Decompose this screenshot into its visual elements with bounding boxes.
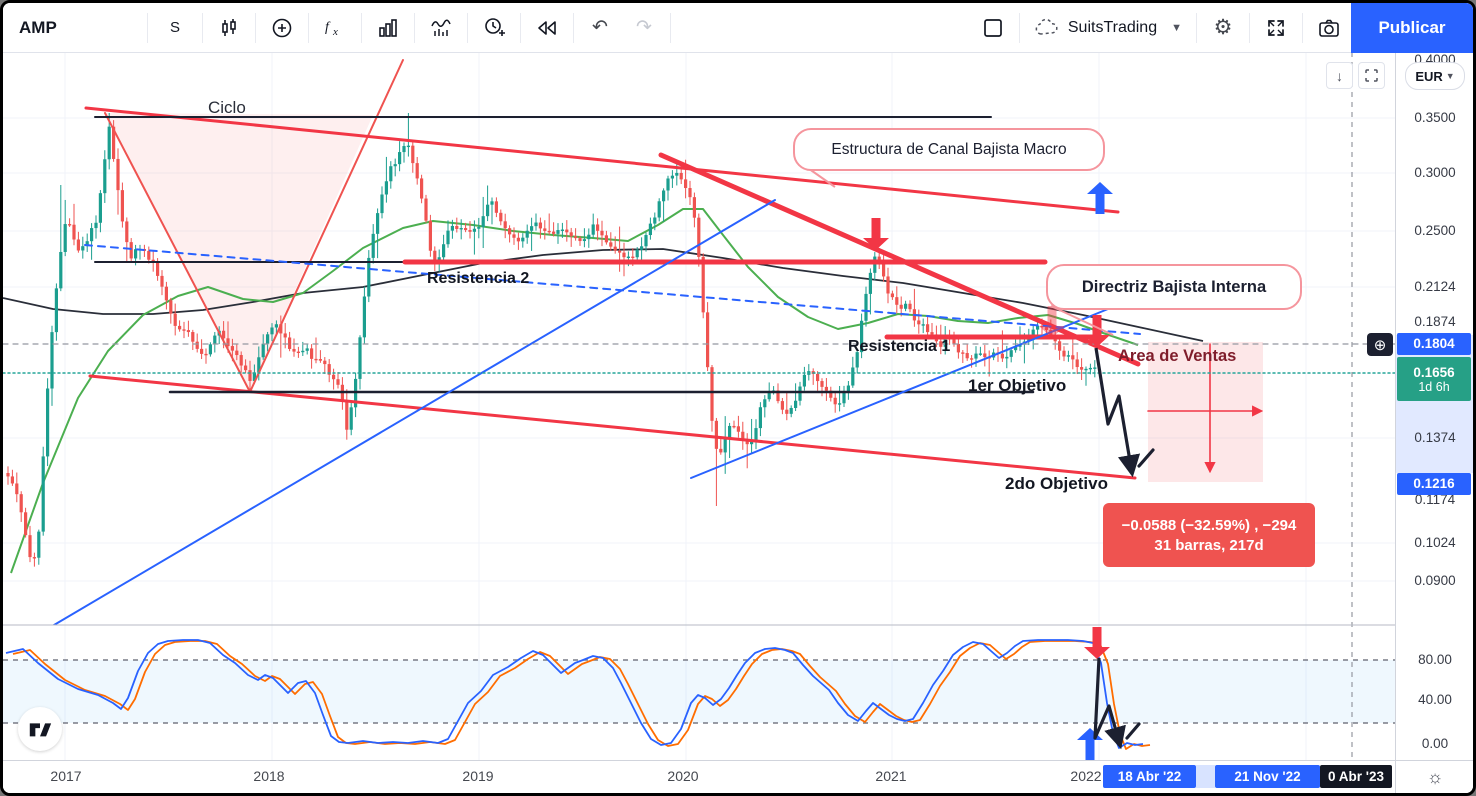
crosshair-price-label: 0.1804 <box>1397 333 1471 355</box>
label-2do-objetivo[interactable]: 2do Objetivo <box>1005 474 1108 493</box>
candlestick-style-icon[interactable] <box>207 9 251 47</box>
symbol-button[interactable]: AMP <box>19 17 57 37</box>
account-name: SuitsTrading <box>1067 18 1158 36</box>
currency-selector[interactable]: EUR ▼ <box>1405 62 1465 90</box>
sell-arrow-marker <box>1084 315 1110 347</box>
publish-button[interactable]: Publicar <box>1351 3 1473 53</box>
year-tick: 2022 <box>1070 768 1102 784</box>
indicator-tick: 0.00 <box>1421 736 1449 751</box>
sell-arrow-marker <box>863 218 889 250</box>
indicator-tick: 40.00 <box>1418 692 1452 707</box>
currency-label: EUR <box>1415 68 1443 84</box>
price-tick: 0.2500 <box>1414 223 1456 238</box>
cloud-save-icon <box>1035 18 1058 35</box>
tradingview-logo[interactable] <box>18 707 62 751</box>
callout-interna-tail <box>1050 305 1114 336</box>
price-range-highlight <box>1396 335 1473 473</box>
year-tick: 2017 <box>50 768 82 784</box>
measure-stats-line1: −0.0588 (−32.59%) , −294 <box>1121 516 1297 534</box>
main-pane <box>3 59 1395 625</box>
label-resistencia-1[interactable]: Resistencia 1 <box>848 338 951 355</box>
chevron-down-icon: ▼ <box>1445 71 1455 81</box>
pane-maximize-button[interactable] <box>1358 62 1385 89</box>
layout-icon[interactable] <box>971 9 1015 47</box>
price-tick: 0.0900 <box>1414 573 1456 588</box>
interval-button[interactable]: S <box>170 19 181 36</box>
alert-clock-icon[interactable] <box>472 9 516 47</box>
measure-stats-box[interactable]: −0.0588 (−32.59%) , −294 31 barras, 217d <box>1103 503 1315 567</box>
sell-arrow-marker <box>1084 627 1110 659</box>
theme-sun-icon[interactable]: ☼ <box>1395 760 1473 793</box>
callout-directriz-interna[interactable]: Directriz Bajista Interna <box>1046 264 1302 310</box>
add-order-plus-button[interactable]: ⊕ <box>1367 333 1393 356</box>
date-range-highlight <box>1196 765 1215 788</box>
anchor-date-label-2: 21 Nov '22 <box>1215 765 1320 788</box>
label-area-de-ventas[interactable]: Area de Ventas <box>1118 347 1237 365</box>
bar-countdown: 1d 6h <box>1418 379 1450 394</box>
svg-text:f: f <box>325 20 331 35</box>
label-resistencia-2[interactable]: Resistencia 2 <box>427 270 530 287</box>
label-ciclo[interactable]: Ciclo <box>208 98 246 117</box>
price-axis[interactable]: EUR ▼ 0.4000 0.3500 0.3000 0.2500 0.2124 0.18… <box>1395 52 1473 760</box>
sell-arrow-marker <box>1039 306 1065 338</box>
measure-stats-line2: 31 barras, 217d <box>1154 536 1264 554</box>
last-price: 0.1656 <box>1413 364 1455 380</box>
price-tick: 0.1374 <box>1414 430 1456 445</box>
cloud-account-button[interactable]: SuitsTrading ▼ <box>1024 18 1192 38</box>
year-tick: 2021 <box>875 768 907 784</box>
anchor-date-label-1: 18 Abr '22 <box>1103 765 1196 788</box>
last-price-countdown-label: 0.1656 1d 6h <box>1397 357 1471 401</box>
anchor-price-label: 0.1216 <box>1397 473 1471 495</box>
price-tick: 0.3500 <box>1414 110 1456 125</box>
fundamentals-bars-icon[interactable] <box>366 9 410 47</box>
callout-estructura-canal[interactable]: Estructura de Canal Bajista Macro <box>793 128 1105 171</box>
pane-move-down-button[interactable]: ↓ <box>1326 62 1353 89</box>
crosshair-date-label: 0 Abr '23 <box>1320 765 1392 788</box>
indicator-templates-icon[interactable] <box>419 9 463 47</box>
year-tick: 2020 <box>667 768 699 784</box>
fullscreen-icon[interactable] <box>1254 9 1298 47</box>
price-tick: 0.1874 <box>1414 314 1456 329</box>
replay-icon[interactable] <box>525 9 569 47</box>
oscillator-pane <box>3 627 1395 760</box>
time-axis[interactable]: 2017 2018 2019 2020 2021 2022 18 Abr '22 21 N… <box>3 760 1395 793</box>
chevron-down-icon: ▼ <box>1171 21 1182 34</box>
redo-icon[interactable]: ↷ <box>636 17 652 38</box>
year-tick: 2019 <box>462 768 494 784</box>
price-tick: 0.1174 <box>1414 492 1456 507</box>
label-1er-objetivo[interactable]: 1er Objetivo <box>968 376 1067 395</box>
buy-arrow-marker <box>1087 182 1113 214</box>
svg-text:x: x <box>332 26 338 38</box>
settings-gear-icon[interactable]: ⚙ <box>1213 16 1233 39</box>
price-tick: 0.3000 <box>1414 165 1456 180</box>
candles <box>6 113 1097 567</box>
overlays <box>3 52 1395 760</box>
candlestick-chart[interactable] <box>3 52 1395 760</box>
price-tick: 0.2124 <box>1414 279 1456 294</box>
price-tick: 0.1024 <box>1414 535 1456 550</box>
undo-icon[interactable]: ↶ <box>592 17 608 38</box>
indicator-tick: 80.00 <box>1418 652 1452 667</box>
snapshot-camera-icon[interactable] <box>1307 9 1351 47</box>
year-tick: 2018 <box>253 768 285 784</box>
compare-plus-icon[interactable] <box>260 9 304 47</box>
